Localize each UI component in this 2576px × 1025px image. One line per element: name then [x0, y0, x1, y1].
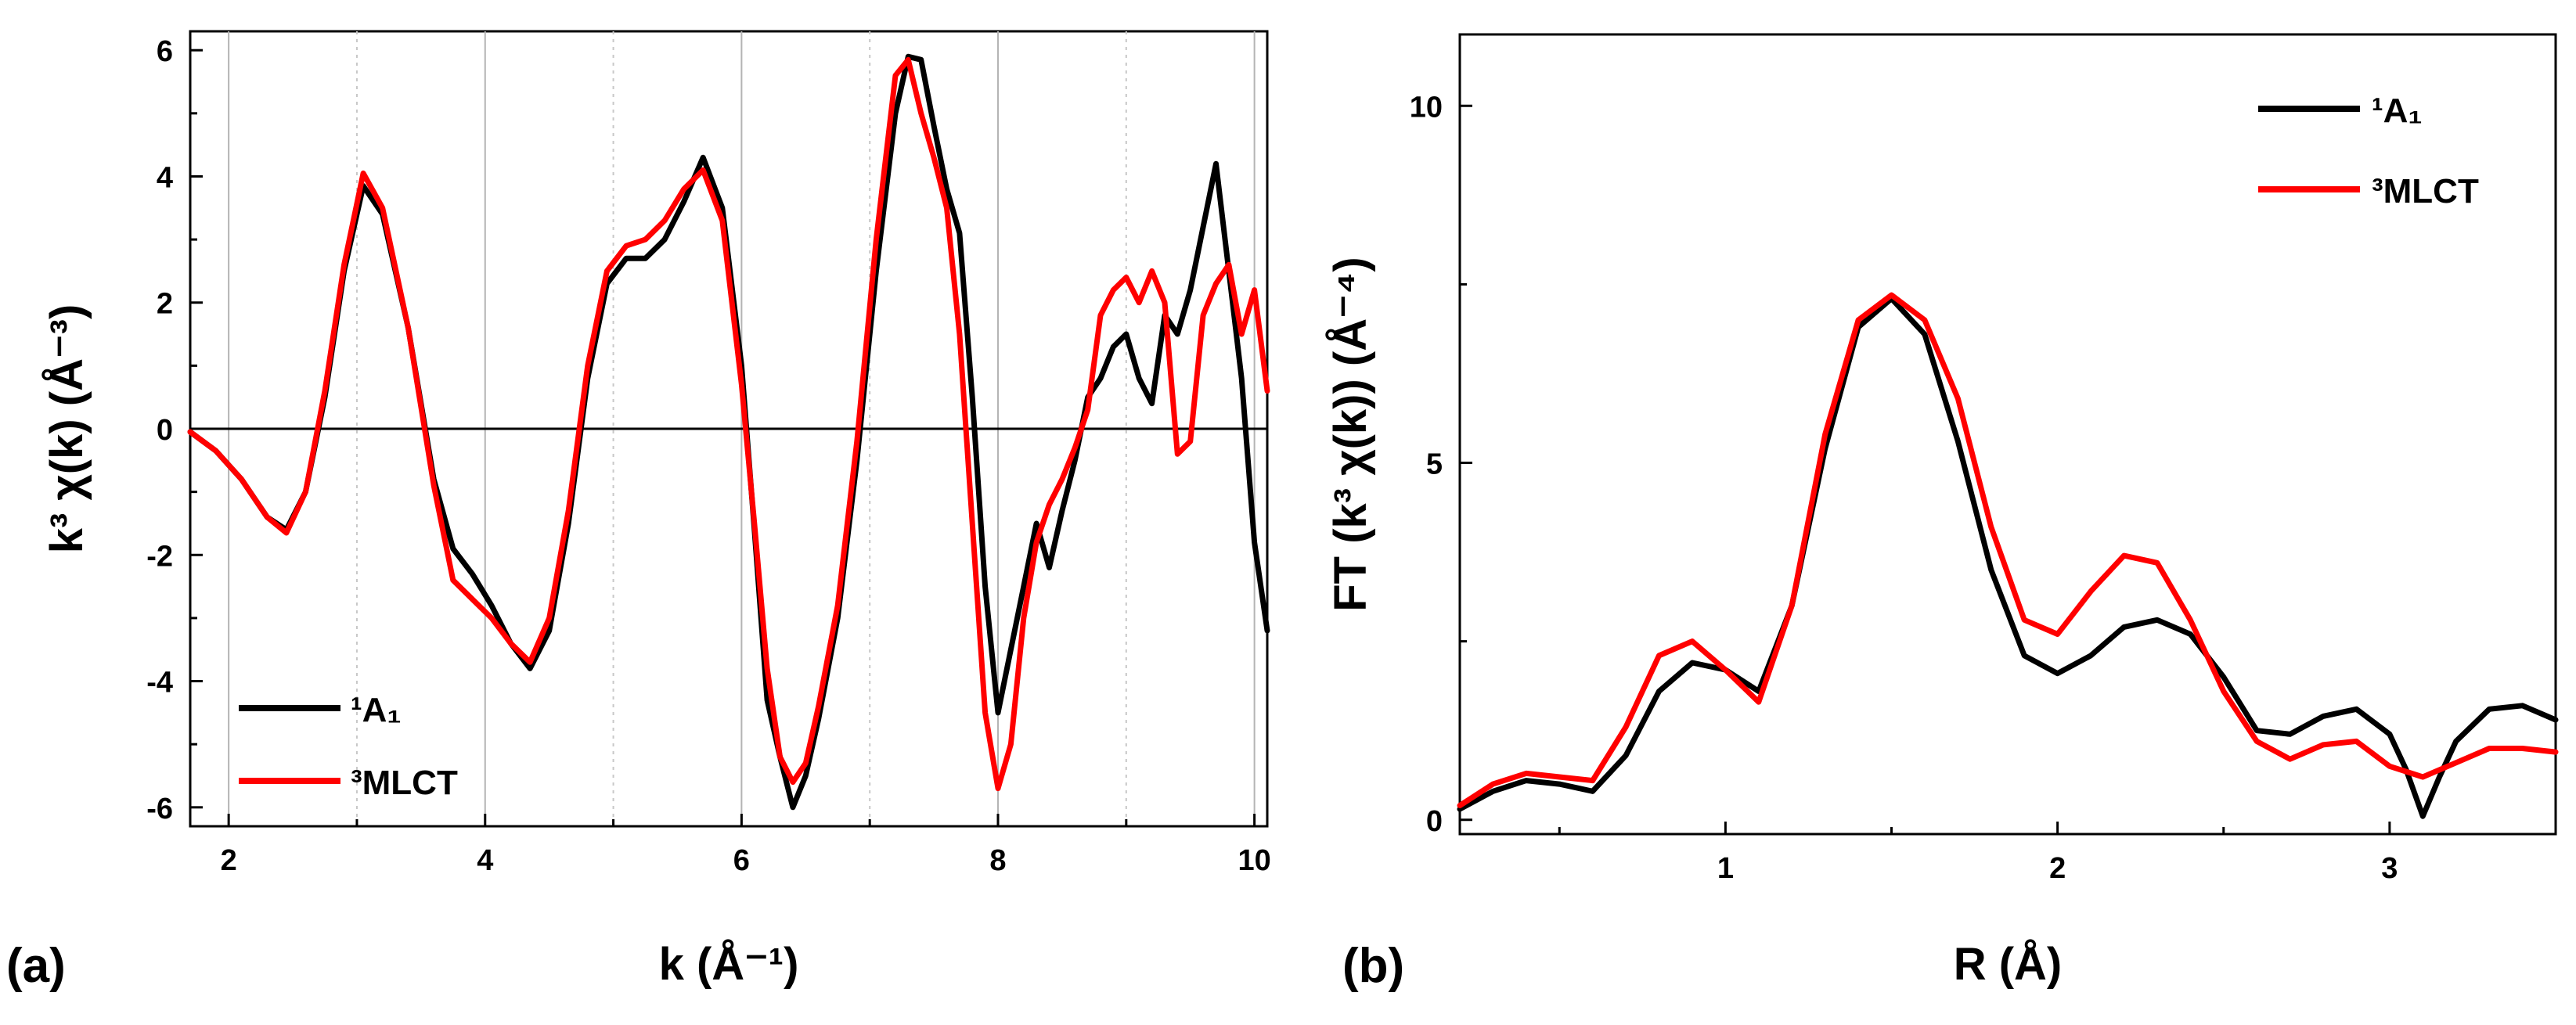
- x-tick-label: 2: [221, 844, 237, 877]
- y-tick-label: 10: [1410, 91, 1443, 124]
- panel-a-x-axis-title: k (Å⁻¹): [659, 939, 799, 990]
- panel-b-plot-frame: [1458, 33, 2557, 836]
- series-line-1A1: [1457, 296, 2559, 819]
- x-tick-label: 10: [1238, 844, 1270, 877]
- panel-b-y-axis-title: FT (k³ χ(k)) (Å⁻⁴): [1325, 257, 1376, 612]
- y-tick-label: 4: [157, 161, 173, 194]
- y-tick-label: -4: [146, 667, 173, 700]
- panel-a-ticks: 2 4 6 8 10 -6 -4 -2 0 2 4 6: [146, 35, 1271, 877]
- y-tick-label: -6: [146, 793, 173, 825]
- y-tick-label: -2: [146, 540, 173, 573]
- panel-a-label: (a): [6, 939, 66, 993]
- y-tick-label: 0: [1426, 805, 1443, 838]
- panel-b-x-axis-title: R (Å): [1954, 939, 2063, 990]
- panel-b-legend: ¹A₁ ³MLCT: [2258, 92, 2479, 210]
- y-tick-label: 5: [1426, 448, 1443, 481]
- x-tick-label: 8: [989, 844, 1006, 877]
- y-tick-label: 2: [157, 288, 173, 321]
- legend-label-1A1: ¹A₁: [2372, 92, 2423, 130]
- y-tick-label: 6: [157, 35, 173, 68]
- legend-label-1A1: ¹A₁: [351, 691, 402, 729]
- panel-b-chart: 1 2 3 0 5 10 ¹A₁ ³MLCT R (Å) FT (k³ χ(k)) (Å⁻…: [1325, 33, 2559, 993]
- x-tick-label: 3: [2381, 852, 2398, 885]
- series-line-3MLCT: [187, 56, 1270, 792]
- legend-label-3MLCT: ³MLCT: [351, 764, 458, 802]
- x-tick-label: 2: [2049, 852, 2066, 885]
- panel-a-chart: 2 4 6 8 10 -6 -4 -2 0 2 4 6 ¹A₁ ³MLCT k (Å⁻¹) k³ χ(…: [6, 30, 1271, 993]
- panel-a-series: [187, 53, 1270, 811]
- x-tick-label: 4: [477, 844, 493, 877]
- y-tick-label: 0: [157, 414, 173, 447]
- panel-a-y-axis-title: k³ χ(k) (Å⁻³): [41, 304, 92, 554]
- legend-label-3MLCT: ³MLCT: [2372, 172, 2479, 210]
- panel-a-legend: ¹A₁ ³MLCT: [239, 691, 458, 802]
- x-tick-label: 6: [733, 844, 750, 877]
- panel-b-label: (b): [1342, 939, 1404, 993]
- x-tick-label: 1: [1717, 852, 1734, 885]
- panel-b-series: [1457, 292, 2559, 819]
- panel-b-ticks: 1 2 3 0 5 10: [1410, 91, 2557, 885]
- series-line-3MLCT: [1457, 292, 2559, 808]
